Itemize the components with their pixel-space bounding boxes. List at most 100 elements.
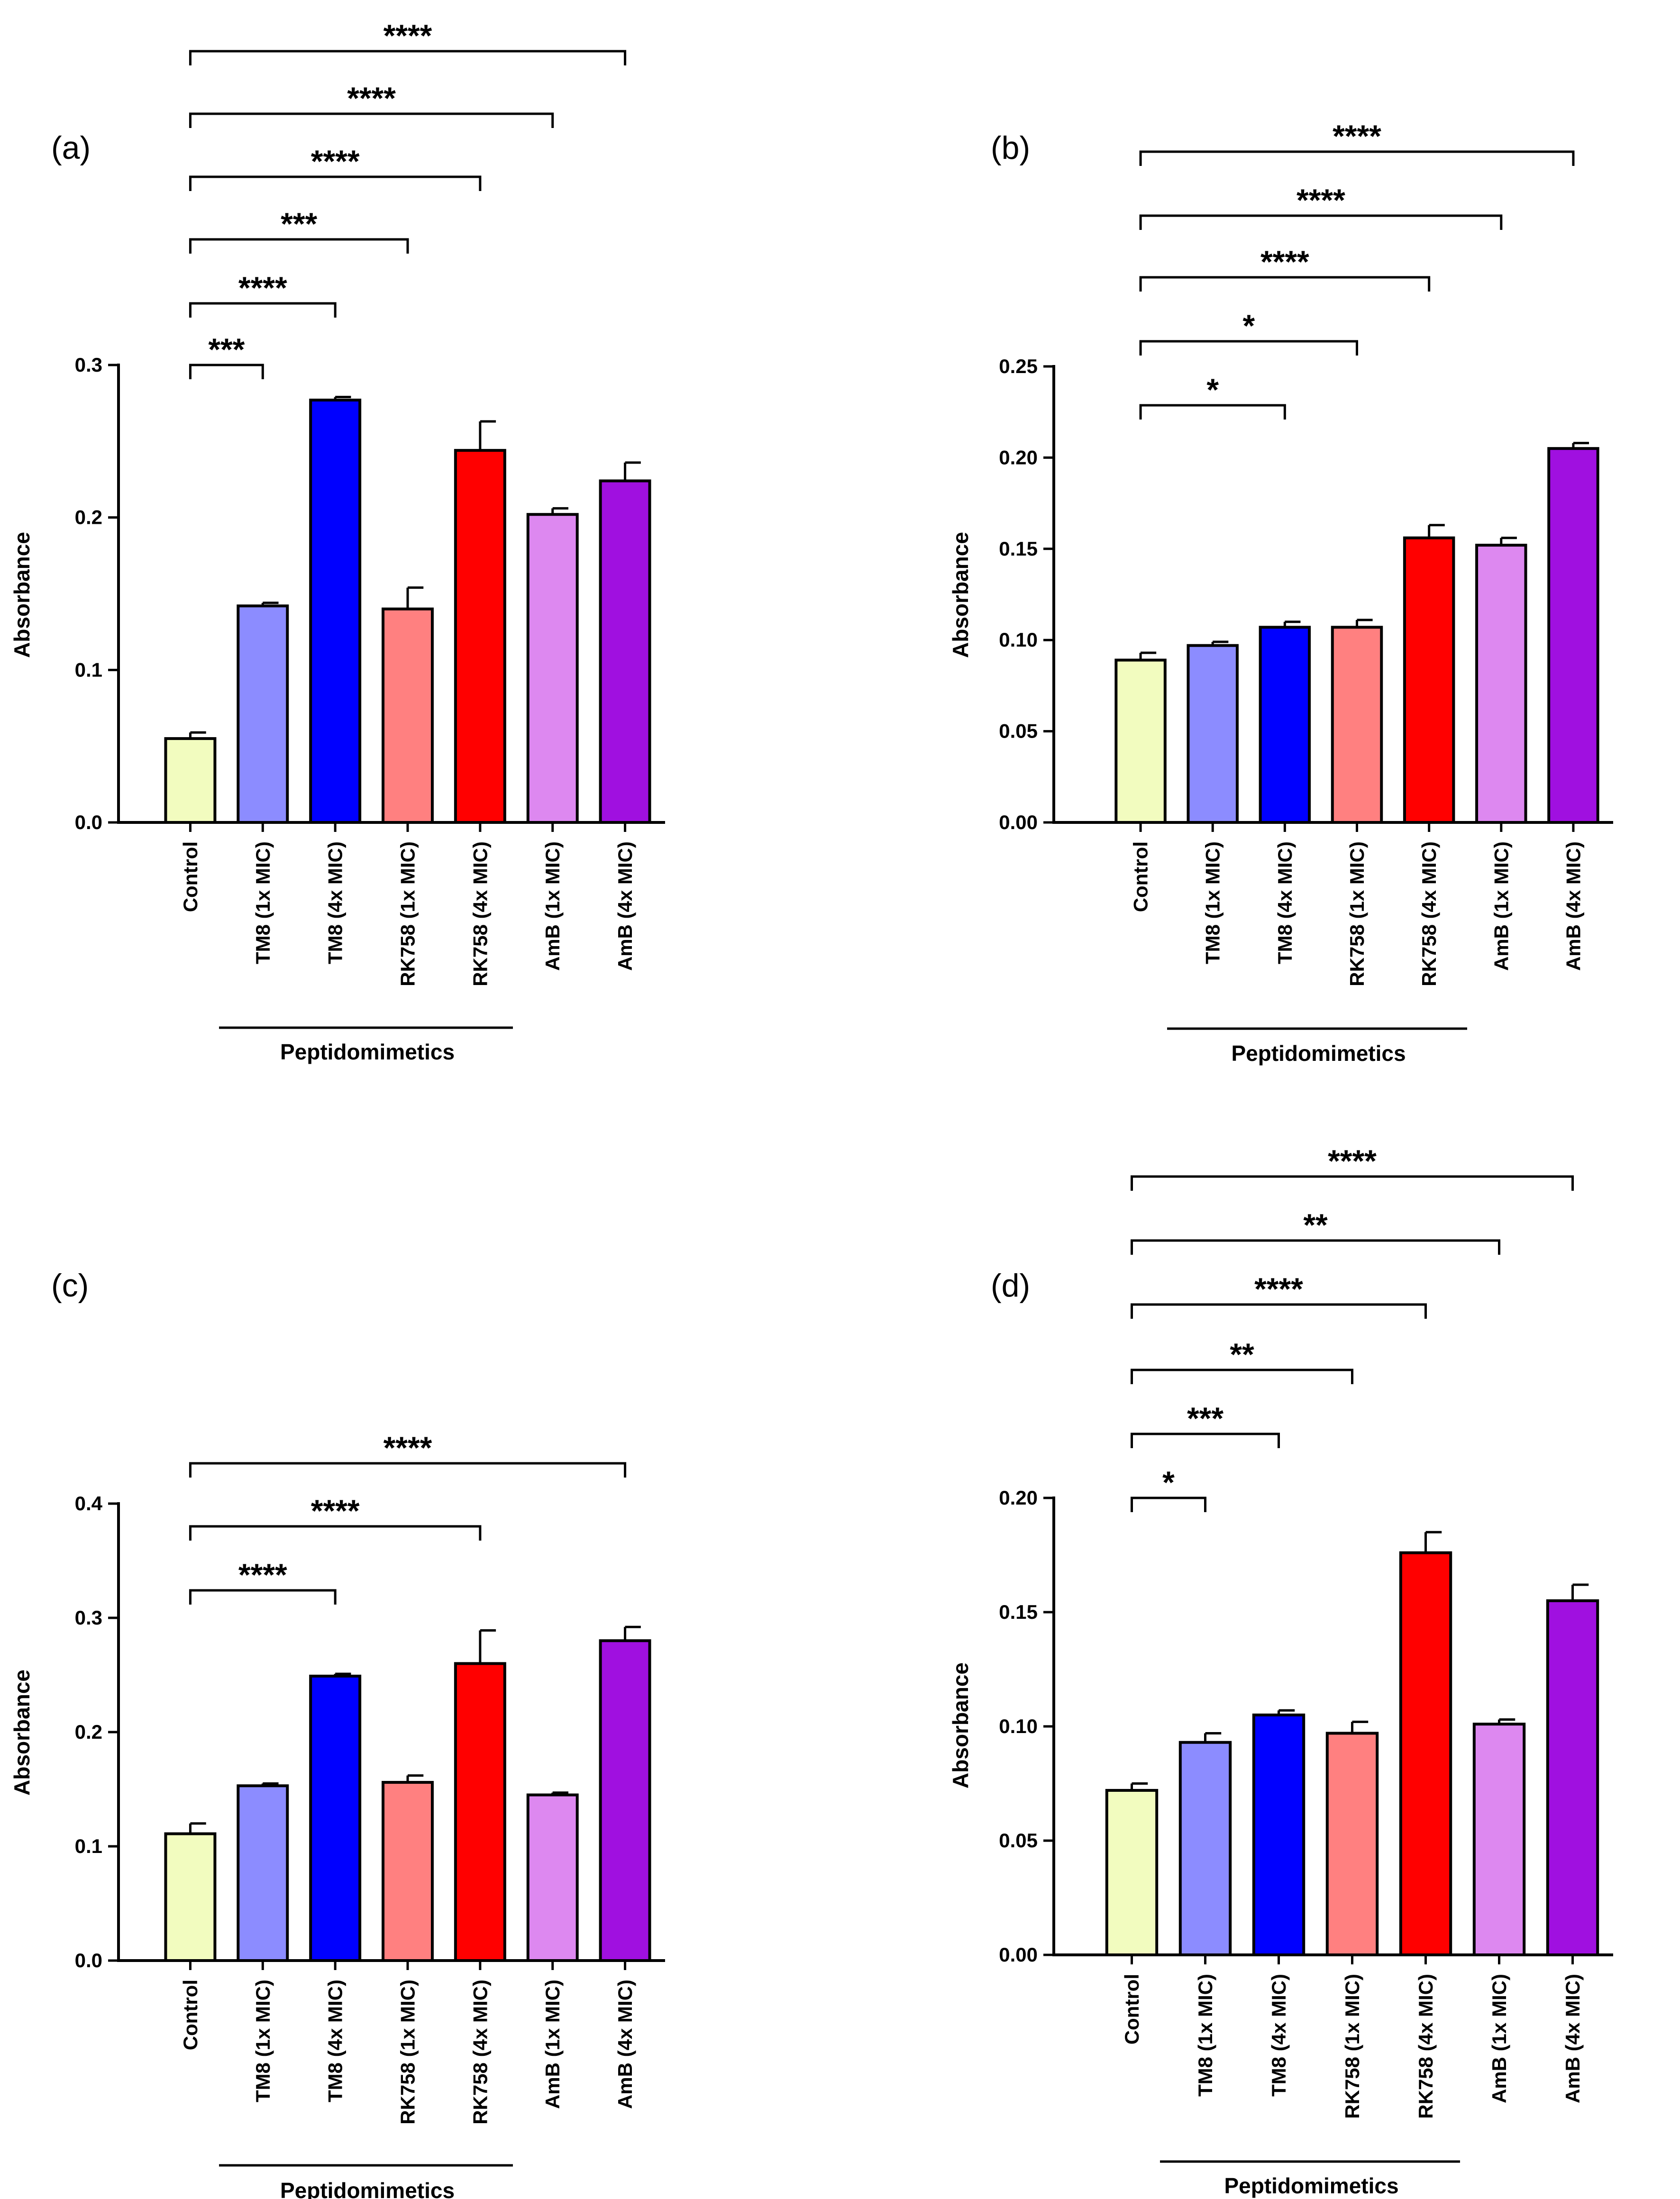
- y-tick-label: 0.3: [75, 354, 102, 376]
- significance-bracket: ****: [189, 1430, 627, 1478]
- group-label: Peptidomimetics: [1231, 1041, 1406, 1066]
- y-tick-label: 0.3: [75, 1606, 102, 1629]
- significance-bracket: **: [1131, 1207, 1500, 1255]
- x-tick-label: AmB (1x MIC): [541, 1980, 564, 2109]
- significance-stars: ****: [311, 144, 360, 179]
- y-axis-label: Absorbance: [9, 532, 34, 658]
- significance-bracket: ****: [189, 1557, 337, 1605]
- x-tick-label: Control: [179, 841, 201, 912]
- y-axis-label: Absorbance: [948, 1662, 973, 1788]
- x-tick-label: TM8 (4x MIC): [1274, 841, 1296, 964]
- y-tick-label: 0.20: [999, 1487, 1038, 1509]
- significance-stars: *: [1206, 372, 1219, 407]
- x-tick-label: AmB (4x MIC): [1561, 1974, 1584, 2103]
- y-axis-label: Absorbance: [948, 532, 973, 658]
- bracket-line: [189, 1525, 482, 1541]
- y-tick-label: 0.4: [75, 1492, 103, 1515]
- bar: [1472, 1723, 1526, 1956]
- significance-bracket: ****: [1139, 182, 1503, 230]
- x-tick-label: AmB (4x MIC): [614, 841, 636, 971]
- significance-bracket: ****: [189, 1493, 482, 1541]
- y-tick-label: 0.10: [999, 629, 1038, 651]
- x-tick-label: RK758 (4x MIC): [469, 1980, 491, 2125]
- bar: [1252, 1713, 1306, 1956]
- bar: [599, 1639, 651, 1962]
- group-label: Peptidomimetics: [280, 2178, 455, 2199]
- bar: [1546, 1599, 1599, 1956]
- bar: [237, 604, 289, 824]
- significance-bracket: *: [1139, 372, 1286, 420]
- chart-panel-a: (a) Absorbance 0.0 0.1 0.2 0.3 Control TM8 (1x …: [9, 18, 665, 1064]
- panel-label: (a): [51, 130, 91, 166]
- x-tick-label: RK758 (4x MIC): [1418, 841, 1440, 986]
- bar: [1399, 1551, 1452, 1956]
- x-tick-label: TM8 (1x MIC): [1202, 841, 1224, 964]
- y-tick-label: 0.05: [999, 1829, 1038, 1852]
- bracket-line: [189, 1462, 627, 1478]
- significance-stars: *: [1242, 308, 1255, 343]
- significance-stars: ****: [383, 1430, 432, 1465]
- bracket-line: [1131, 1303, 1427, 1319]
- bar: [382, 607, 434, 824]
- bracket-line: [1131, 1239, 1500, 1255]
- y-tick-label: 0.15: [999, 538, 1038, 560]
- significance-bracket: ***: [189, 332, 264, 379]
- panel-label: (d): [991, 1268, 1030, 1304]
- bar: [309, 398, 362, 824]
- bracket-line: [1131, 1369, 1353, 1384]
- significance-bracket: ****: [1139, 244, 1431, 292]
- x-tick-label: AmB (4x MIC): [1562, 841, 1584, 971]
- significance-stars: ****: [383, 18, 432, 53]
- significance-stars: ***: [281, 206, 317, 241]
- significance-stars: ****: [1297, 182, 1345, 218]
- significance-stars: ****: [238, 1557, 287, 1592]
- bar: [454, 449, 506, 824]
- bracket-line: [1139, 340, 1358, 356]
- x-tick-label: Control: [1121, 1974, 1143, 2044]
- x-tick-label: TM8 (4x MIC): [324, 1980, 347, 2102]
- significance-bracket: ****: [1131, 1143, 1574, 1191]
- significance-stars: **: [1303, 1207, 1328, 1242]
- significance-stars: ****: [1333, 119, 1381, 154]
- y-tick-label: 0.2: [75, 506, 102, 529]
- bar: [164, 737, 217, 824]
- bar: [309, 1674, 362, 1962]
- bracket-line: [1139, 150, 1575, 166]
- bracket-line: [1131, 1496, 1206, 1512]
- significance-stars: ****: [1254, 1271, 1303, 1306]
- chart-panel-c: (c) Absorbance 0.0 0.1 0.2 0.3 0.4 Control TM8 (…: [9, 1268, 665, 2199]
- bar: [237, 1784, 289, 1962]
- x-tick-label: TM8 (4x MIC): [1268, 1974, 1290, 2097]
- significance-bracket: ***: [1131, 1401, 1280, 1448]
- bracket-line: [1139, 276, 1431, 292]
- x-tick-label: TM8 (1x MIC): [252, 841, 274, 964]
- bar: [1325, 1732, 1379, 1956]
- bracket-line: [189, 1589, 337, 1605]
- y-tick-label: 0.20: [999, 446, 1038, 468]
- significance-bracket: ****: [189, 18, 627, 65]
- y-tick-label: 0.05: [999, 720, 1038, 742]
- y-tick-label: 0.1: [75, 1835, 102, 1857]
- x-tick-label: TM8 (1x MIC): [1194, 1974, 1216, 2097]
- significance-stars: ****: [347, 81, 396, 116]
- significance-bracket: ****: [1131, 1271, 1427, 1319]
- bracket-line: [189, 175, 482, 191]
- x-tick-label: RK758 (1x MIC): [397, 1980, 419, 2125]
- y-tick-label: 0.00: [999, 1944, 1038, 1966]
- bar: [526, 1793, 579, 1962]
- bar: [454, 1662, 506, 1962]
- significance-bracket: *: [1131, 1465, 1206, 1512]
- y-axis-label: Absorbance: [9, 1670, 34, 1796]
- bar: [1259, 626, 1311, 824]
- x-tick-label: TM8 (1x MIC): [252, 1980, 274, 2102]
- bar: [1403, 536, 1455, 824]
- significance-bracket: ****: [189, 81, 554, 128]
- bracket-line: [189, 302, 337, 318]
- group-label: Peptidomimetics: [280, 1040, 455, 1064]
- bracket-line: [189, 112, 554, 128]
- y-tick-label: 0.0: [75, 1949, 102, 1971]
- significance-bracket: **: [1131, 1337, 1353, 1384]
- bar: [599, 479, 651, 824]
- x-tick-label: AmB (4x MIC): [614, 1980, 636, 2109]
- x-tick-label: AmB (1x MIC): [1488, 1974, 1510, 2103]
